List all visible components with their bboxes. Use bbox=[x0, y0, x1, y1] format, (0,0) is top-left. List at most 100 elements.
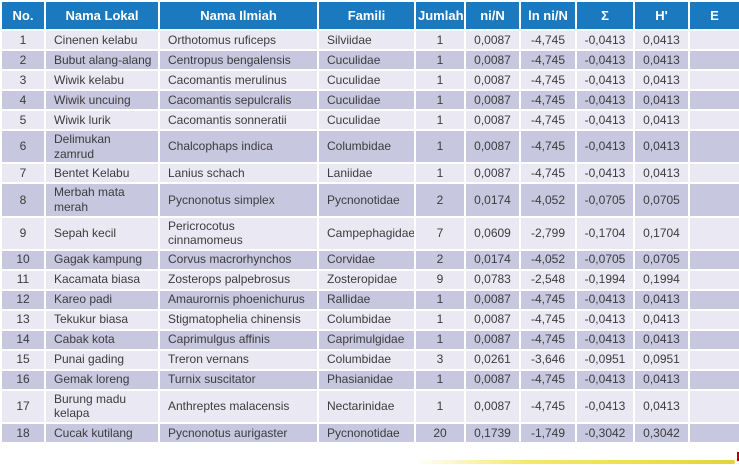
cell-sigma: -0,1994 bbox=[575, 268, 635, 291]
cell-ilmiah: Stigmatophelia chinensis bbox=[158, 308, 319, 331]
cell-ilmiah: Treron vernans bbox=[158, 348, 319, 371]
cell-lokal: Bubut alang-alang bbox=[44, 49, 160, 71]
cell-h: 0,0413 bbox=[633, 89, 690, 111]
cell-e bbox=[688, 268, 739, 291]
table-row: 9 Sepah kecil Pericrocotus cinnamomeus Camp… bbox=[0, 215, 739, 251]
cell-jumlah: 1 bbox=[414, 388, 466, 425]
cell-lokal: Wiwik lurik bbox=[44, 109, 160, 131]
cell-no: 4 bbox=[0, 89, 46, 111]
cell-sigma: -0,0413 bbox=[575, 162, 635, 185]
cell-nin: 0,0609 bbox=[464, 215, 521, 251]
cell-jumlah: 2 bbox=[414, 182, 466, 218]
cell-lokal: Bentet Kelabu bbox=[44, 162, 160, 185]
cell-famili: Pycnonotidae bbox=[317, 182, 416, 218]
cell-jumlah: 7 bbox=[414, 215, 466, 251]
cell-h: 0,3042 bbox=[633, 422, 690, 444]
cell-lokal: Gagak kampung bbox=[44, 248, 160, 271]
cell-e bbox=[688, 328, 739, 351]
cell-lokal: Sepah kecil bbox=[44, 215, 160, 251]
cell-ilmiah: Corvus macrorhynchos bbox=[158, 248, 319, 271]
cell-sigma: -0,0413 bbox=[575, 288, 635, 311]
cell-lnnin: -4,745 bbox=[519, 69, 577, 91]
cell-e bbox=[688, 248, 739, 271]
cell-ilmiah: Cacomantis sonneratii bbox=[158, 109, 319, 131]
cell-sigma: -0,0413 bbox=[575, 308, 635, 331]
cell-lokal: Cucak kutilang bbox=[44, 422, 160, 444]
cell-h: 0,1994 bbox=[633, 268, 690, 291]
cell-jumlah: 1 bbox=[414, 308, 466, 331]
cell-famili: Caprimulgidae bbox=[317, 328, 416, 351]
table-row: 8 Merbah mata merah Pycnonotus simplex Pycn… bbox=[0, 182, 739, 218]
cell-jumlah: 9 bbox=[414, 268, 466, 291]
cell-sigma: -0,0951 bbox=[575, 348, 635, 371]
cell-ilmiah: Caprimulgus affinis bbox=[158, 328, 319, 351]
cell-lokal: Wiwik uncuing bbox=[44, 89, 160, 111]
table-row: 11 Kacamata biasa Zosterops palpebrosus Zos… bbox=[0, 268, 739, 291]
table-row: 15 Punai gading Treron vernans Columbidae 3 0… bbox=[0, 348, 739, 371]
cell-ilmiah: Zosterops palpebrosus bbox=[158, 268, 319, 291]
cell-lnnin: -4,745 bbox=[519, 162, 577, 185]
cell-e bbox=[688, 162, 739, 185]
cell-jumlah: 1 bbox=[414, 368, 466, 391]
cell-sigma: -0,0413 bbox=[575, 368, 635, 391]
cell-ilmiah: Pycnonotus simplex bbox=[158, 182, 319, 218]
cell-lnnin: -4,745 bbox=[519, 128, 577, 165]
table-row: 2 Bubut alang-alang Centropus bengalensis C… bbox=[0, 49, 739, 71]
cell-lnnin: -4,745 bbox=[519, 328, 577, 351]
cell-no: 12 bbox=[0, 288, 46, 311]
cell-lokal: Cabak kota bbox=[44, 328, 160, 351]
cell-e bbox=[688, 49, 739, 71]
cell-no: 11 bbox=[0, 268, 46, 291]
cell-jumlah: 1 bbox=[414, 109, 466, 131]
cell-h: 0,0705 bbox=[633, 248, 690, 271]
cell-lokal: Kacamata biasa bbox=[44, 268, 160, 291]
cell-ilmiah: Lanius schach bbox=[158, 162, 319, 185]
table-body: 1 Cinenen kelabu Orthotomus ruficeps Silvii… bbox=[0, 29, 739, 444]
cell-lnnin: -4,745 bbox=[519, 388, 577, 425]
column-header-lnnin: ln ni/N bbox=[519, 0, 577, 31]
cell-ilmiah: Centropus bengalensis bbox=[158, 49, 319, 71]
column-header-e: E bbox=[688, 0, 739, 31]
cell-no: 2 bbox=[0, 49, 46, 71]
cell-lokal: Tekukur biasa bbox=[44, 308, 160, 331]
cell-e bbox=[688, 109, 739, 131]
cell-e bbox=[688, 348, 739, 371]
cell-famili: Columbidae bbox=[317, 348, 416, 371]
cell-nin: 0,0174 bbox=[464, 248, 521, 271]
cell-lokal: Merbah mata merah bbox=[44, 182, 160, 218]
table-row: 17 Burung madu kelapa Anthreptes malacensi… bbox=[0, 388, 739, 425]
cell-famili: Pycnonotidae bbox=[317, 422, 416, 444]
cell-ilmiah: Cacomantis sepulcralis bbox=[158, 89, 319, 111]
cell-famili: Cuculidae bbox=[317, 49, 416, 71]
cell-e bbox=[688, 368, 739, 391]
cell-nin: 0,0087 bbox=[464, 128, 521, 165]
cell-lnnin: -4,745 bbox=[519, 29, 577, 51]
cell-e bbox=[688, 128, 739, 165]
cell-e bbox=[688, 69, 739, 91]
cell-lokal: Wiwik kelabu bbox=[44, 69, 160, 91]
cell-jumlah: 1 bbox=[414, 288, 466, 311]
cell-sigma: -0,1704 bbox=[575, 215, 635, 251]
table-row: 4 Wiwik uncuing Cacomantis sepulcralis Cucu… bbox=[0, 89, 739, 111]
cell-famili: Cuculidae bbox=[317, 69, 416, 91]
cell-no: 6 bbox=[0, 128, 46, 165]
cell-lnnin: -4,745 bbox=[519, 89, 577, 111]
cell-lnnin: -3,646 bbox=[519, 348, 577, 371]
cell-h: 0,0413 bbox=[633, 162, 690, 185]
cell-e bbox=[688, 89, 739, 111]
cell-no: 16 bbox=[0, 368, 46, 391]
cell-nin: 0,0087 bbox=[464, 162, 521, 185]
table-row: 13 Tekukur biasa Stigmatophelia chinensis C… bbox=[0, 308, 739, 331]
table-row: 14 Cabak kota Caprimulgus affinis Caprimulg… bbox=[0, 328, 739, 351]
cell-lnnin: -1,749 bbox=[519, 422, 577, 444]
cell-lnnin: -4,745 bbox=[519, 109, 577, 131]
cell-lnnin: -4,745 bbox=[519, 308, 577, 331]
cell-h: 0,0413 bbox=[633, 328, 690, 351]
cell-nin: 0,0087 bbox=[464, 308, 521, 331]
cell-jumlah: 1 bbox=[414, 69, 466, 91]
cell-nin: 0,0174 bbox=[464, 182, 521, 218]
cell-no: 13 bbox=[0, 308, 46, 331]
table-row: 12 Kareo padi Amaurornis phoenichurus Ralli… bbox=[0, 288, 739, 311]
cell-no: 7 bbox=[0, 162, 46, 185]
cell-no: 5 bbox=[0, 109, 46, 131]
